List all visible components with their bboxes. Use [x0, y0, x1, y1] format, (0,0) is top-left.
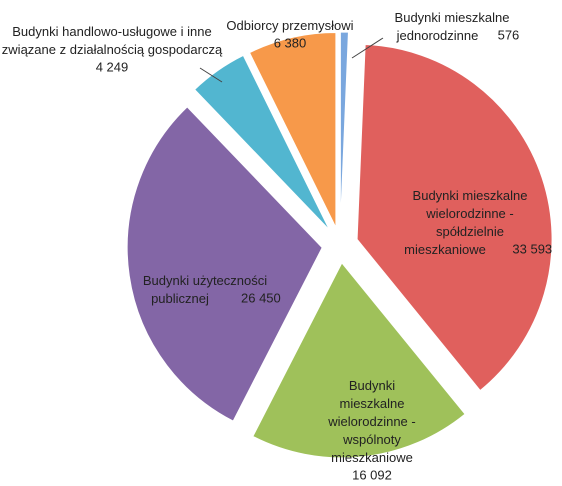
label-line: wspólnoty [342, 432, 401, 447]
category-label: Budynki mieszkalne wielorodzinne - spółdzi… [404, 188, 527, 257]
label-line: Odbiorcy przemysłowi [226, 18, 353, 33]
value-label: 576 [498, 28, 520, 43]
leader-line [199, 67, 223, 83]
label-line: publicznej [151, 291, 209, 306]
label-line: Budynki handlowo-usługowe i inne [12, 24, 211, 39]
category-label: Budynki mieszkalne wielorodzinne - wspólnot… [327, 378, 415, 465]
category-label: Budynki mieszkalne jednorodzinne [395, 10, 510, 43]
label-line: związane z działalnością gospodarczą [2, 42, 223, 57]
value-label: 6 380 [274, 36, 307, 51]
data-label: Budynki użyteczności publicznej 26 450 [143, 273, 281, 306]
data-label: Odbiorcy przemysłowi 6 380 [226, 18, 353, 51]
label-line: mieszkalne [339, 396, 404, 411]
pie-slice [126, 106, 323, 422]
category-label: Budynki handlowo-usługowe i inne związane… [2, 24, 223, 57]
data-label: Budynki handlowo-usługowe i inne związane… [2, 24, 223, 75]
data-label: Budynki mieszkalne wielorodzinne - wspólnot… [327, 378, 415, 483]
label-line: Budynki mieszkalne [395, 10, 510, 25]
pie-slice [248, 31, 337, 228]
label-line: jednorodzinne [396, 28, 479, 43]
label-line: Budynki [349, 378, 395, 393]
label-line: spółdzielnie [436, 224, 504, 239]
value-label: 4 249 [96, 60, 129, 75]
label-line: mieszkaniowe [331, 450, 413, 465]
label-line: mieszkaniowe [404, 242, 486, 257]
value-label: 26 450 [241, 291, 281, 306]
pie-slice [252, 261, 466, 459]
leader-line [351, 37, 384, 59]
pie-slice [193, 54, 331, 231]
pie-slice [356, 43, 553, 392]
label-line: wielorodzinne - [425, 206, 513, 221]
category-label: Budynki użyteczności publicznej [143, 273, 267, 306]
value-label: 33 593 [512, 242, 552, 257]
label-line: Budynki mieszkalne [413, 188, 528, 203]
data-label: Budynki mieszkalne wielorodzinne - spółdzi… [404, 188, 552, 257]
value-label: 16 092 [352, 468, 392, 483]
label-line: Budynki użyteczności [143, 273, 267, 288]
pie-slice [339, 31, 349, 228]
label-line: wielorodzinne - [327, 414, 415, 429]
data-label: Budynki mieszkalne jednorodzinne 576 [395, 10, 520, 43]
category-label: Odbiorcy przemysłowi [226, 18, 353, 33]
